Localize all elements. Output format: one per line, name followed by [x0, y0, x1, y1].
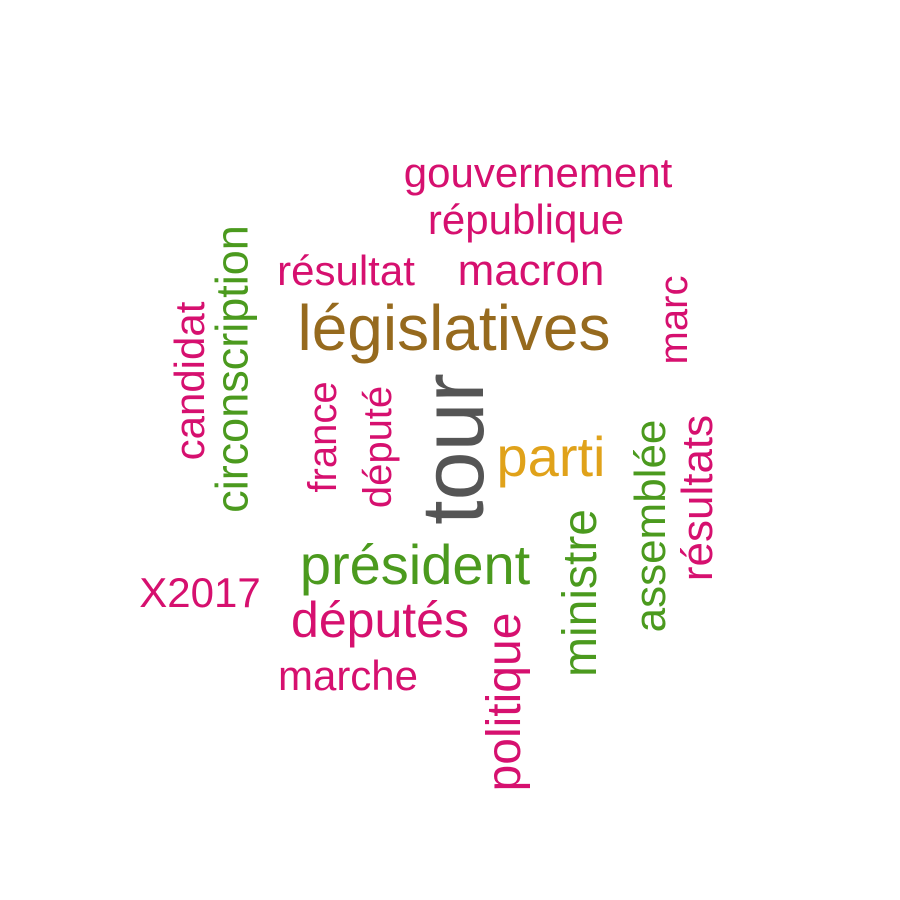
word-tour: tour [403, 373, 502, 525]
word-republique: république [427, 196, 625, 243]
word-resultat: résultat [277, 247, 415, 294]
word-marc: marc [652, 275, 696, 365]
word-candidat: candidat [166, 301, 213, 461]
word-president: président [299, 533, 531, 596]
word-circonscription: circonscription [206, 225, 258, 513]
word-ministre: ministre [554, 508, 607, 678]
word-france: france [301, 381, 345, 493]
word-x2017: X2017 [139, 569, 261, 616]
word-politique: politique [478, 612, 531, 792]
word-gouvernement: gouvernement [403, 149, 673, 196]
word-assemblee: assemblée [626, 419, 675, 633]
word-legislatives: législatives [297, 292, 611, 364]
word-depute: député [356, 385, 400, 509]
word-marche: marche [277, 652, 419, 699]
word-deputes: députés [291, 592, 469, 648]
word-parti: parti [496, 425, 606, 488]
word-macron: macron [457, 246, 605, 295]
word-resultats: résultats [673, 414, 722, 582]
